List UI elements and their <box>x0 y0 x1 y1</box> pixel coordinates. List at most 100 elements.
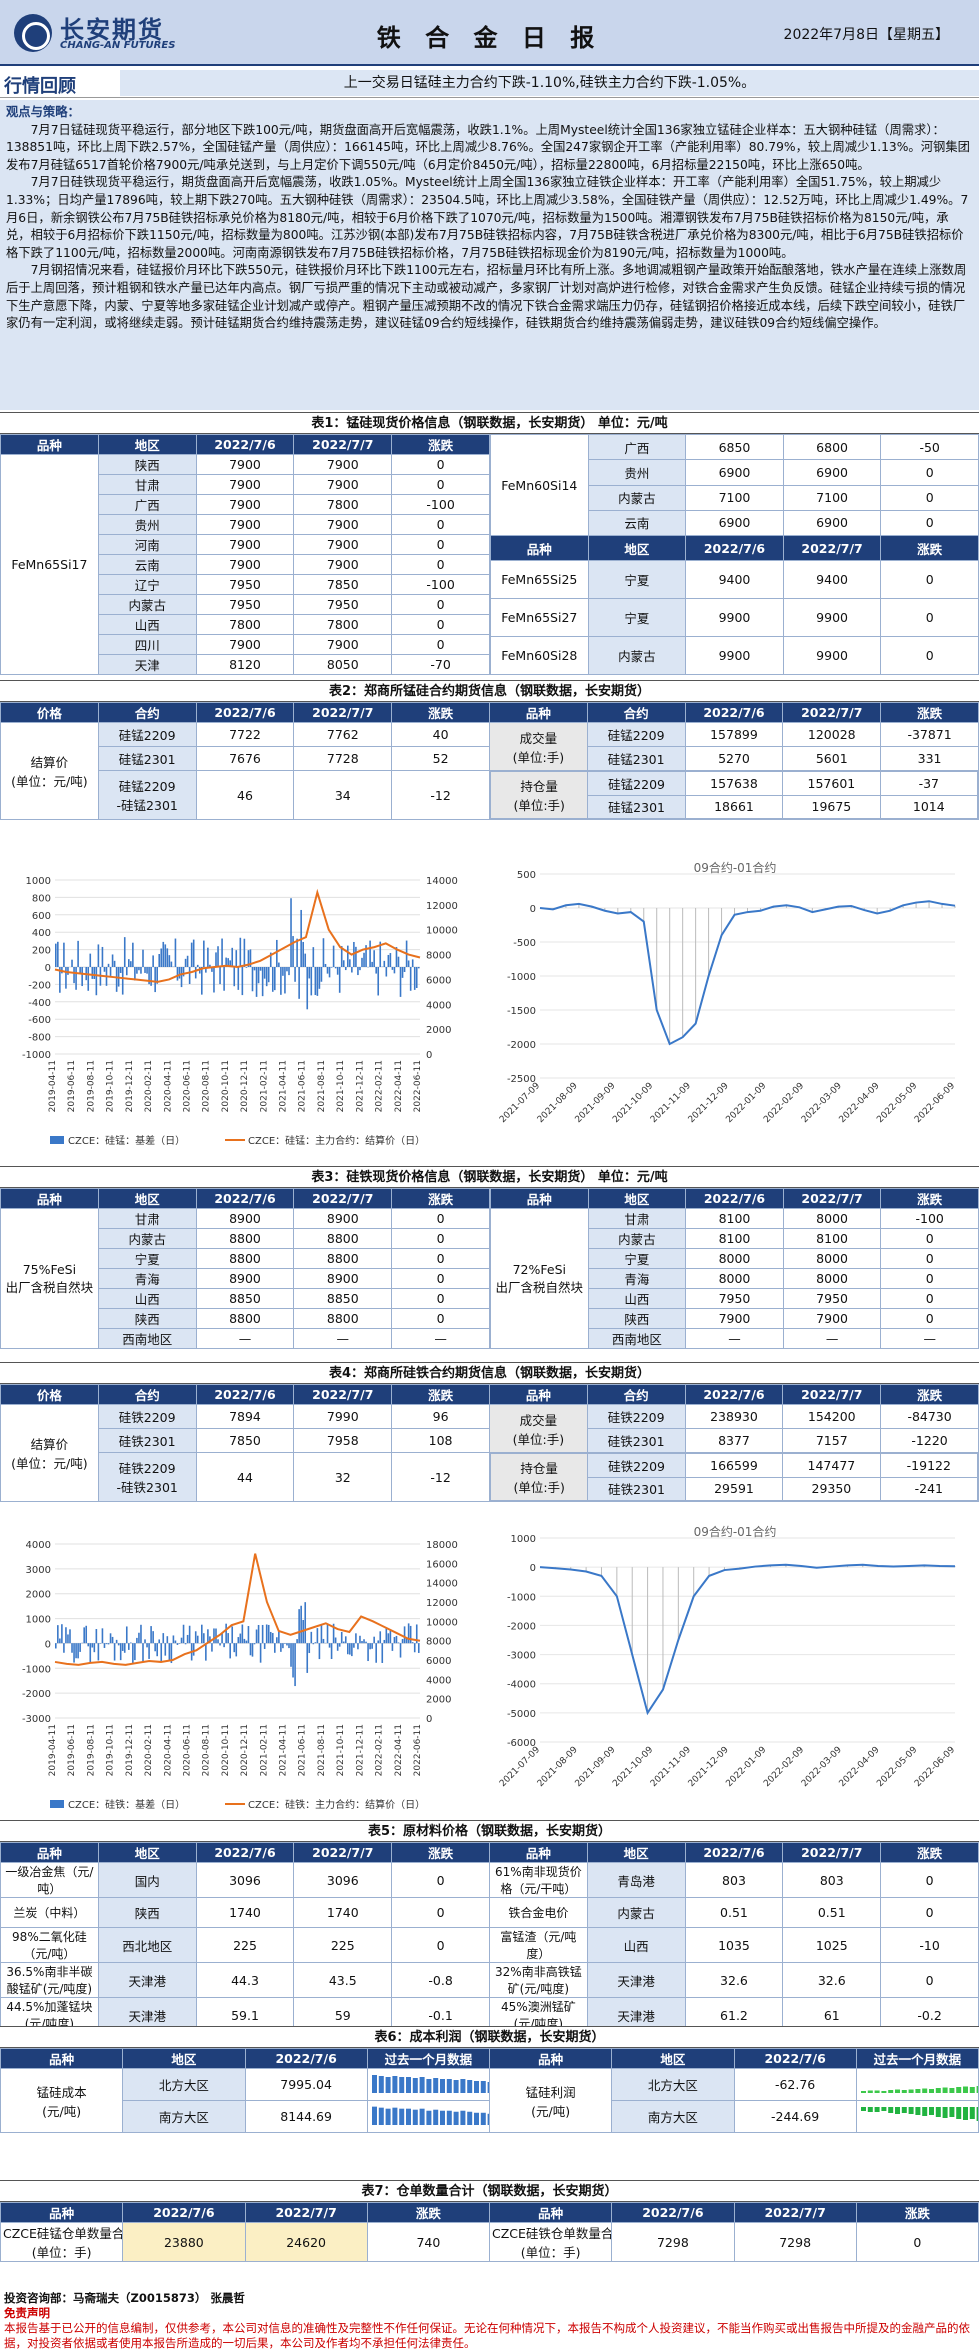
y-left-tick: 3000 <box>26 1565 51 1576</box>
basis-bar <box>282 967 284 976</box>
table-cell: 西北地区 <box>98 1928 196 1963</box>
table-cell: 硅锰2209 <box>98 723 196 747</box>
basis-bar <box>240 1634 242 1644</box>
chart-title: 09合约-01合约 <box>694 1524 777 1539</box>
basis-bar <box>359 967 361 970</box>
table-cell: 7894 <box>196 1405 294 1429</box>
basis-bar <box>272 967 274 992</box>
table-cell: 238930 <box>685 1405 783 1429</box>
basis-bar <box>219 1643 221 1645</box>
y-left-tick: 1000 <box>26 1615 51 1626</box>
table-cell: 0 <box>392 1309 490 1329</box>
table-cell: 0 <box>392 1928 490 1963</box>
sparkline-bar <box>868 2107 873 2112</box>
sparkline-bar <box>379 2076 384 2093</box>
table-cell: 32 <box>294 1453 392 1502</box>
table-cell: 0 <box>881 460 979 485</box>
table-cell: 8000 <box>783 1269 881 1289</box>
basis-bar <box>394 967 396 973</box>
x-tick: 2021-06-11 <box>298 1724 308 1776</box>
table-cell: 7676 <box>196 747 294 771</box>
basis-bar <box>331 967 333 968</box>
table-cell: 成交量(单位:手) <box>489 723 587 771</box>
table-cell: 7950 <box>196 575 294 595</box>
basis-bar <box>377 967 379 995</box>
basis-bar <box>282 1643 284 1648</box>
basis-bar <box>404 1626 406 1643</box>
table-cell: 7900 <box>196 635 294 655</box>
y-left-tick: 0 <box>45 963 51 974</box>
basis-bar <box>156 1643 158 1656</box>
sparkline-bar <box>915 2089 920 2093</box>
column-header: 涨跌 <box>881 536 979 561</box>
y-left-tick: 1000 <box>26 876 51 887</box>
basis-bar <box>108 964 110 967</box>
basis-bar <box>219 967 221 984</box>
basis-bar <box>363 953 365 967</box>
basis-bar <box>246 967 248 968</box>
table-cell: FeMn60Si28 <box>491 637 589 675</box>
table-cell: 7900 <box>196 535 294 555</box>
table-cell: 0 <box>392 535 490 555</box>
basis-bar <box>357 1643 359 1649</box>
sparkline-bar <box>481 2081 486 2093</box>
sparkline-bar <box>895 2107 900 2114</box>
sparkline-bar <box>915 2107 920 2115</box>
table-cell: 宁夏 <box>588 599 686 637</box>
table-cell: 7762 <box>294 723 392 747</box>
x-tick: 2019-06-11 <box>67 1724 77 1776</box>
basis-bar <box>317 967 319 996</box>
sparkline-bar <box>942 2088 947 2094</box>
table-cell: -37 <box>880 772 977 796</box>
table-cell: 154200 <box>783 1405 881 1429</box>
table-cell: — <box>294 1329 392 1349</box>
review-text: 上一交易日锰硅主力合约下跌-1.10%,硅铁主力合约下跌-1.05%。 <box>120 70 979 96</box>
sparkline-bar <box>970 2107 975 2119</box>
column-header: 2022/7/7 <box>245 2203 367 2223</box>
y-left-tick: -3000 <box>22 1714 51 1725</box>
basis-bar <box>148 1643 150 1659</box>
basis-bar <box>207 948 209 967</box>
basis-bar <box>146 967 148 974</box>
basis-bar <box>375 967 377 974</box>
y-right-tick: 12000 <box>426 901 458 912</box>
column-header: 合约 <box>98 1385 196 1405</box>
basis-bar <box>134 1643 136 1660</box>
basis-bar <box>223 967 225 991</box>
basis-bar <box>390 953 392 967</box>
table-cell: 0 <box>392 615 490 635</box>
basis-bar <box>197 965 199 967</box>
table-cell: 9900 <box>686 637 784 675</box>
table-cell: 天津港 <box>98 1963 196 1998</box>
table2-caption: 表2：郑商所锰硅合约期货信息（钢联数据，长安期货） <box>0 680 979 702</box>
basis-bar <box>313 947 315 967</box>
basis-bar <box>183 967 185 976</box>
table-cell: 98%二氧化硅（元/吨） <box>1 1928 99 1963</box>
table-cell: 持仓量(单位:手) <box>490 1454 587 1501</box>
x-tick: 2019-08-11 <box>86 1724 96 1776</box>
table-cell: 8800 <box>294 1309 392 1329</box>
basis-bar <box>341 1632 343 1643</box>
table-cell: 甘肃 <box>98 475 196 495</box>
chart-title: 09合约-01合约 <box>694 860 777 875</box>
basis-bar <box>258 967 260 983</box>
basis-bar <box>150 1626 152 1643</box>
table-cell <box>856 2101 978 2133</box>
basis-bar <box>79 1643 81 1652</box>
basis-bar <box>280 967 282 995</box>
x-tick: 2021-02-11 <box>259 1724 269 1776</box>
basis-bar <box>221 939 223 967</box>
table-cell: 内蒙古 <box>588 1229 686 1249</box>
table-cell: 硅锰2301 <box>588 795 685 819</box>
basis-bar <box>274 967 276 990</box>
table-cell: CZCE硅锰仓单数量合计(单位：手) <box>1 2223 123 2262</box>
